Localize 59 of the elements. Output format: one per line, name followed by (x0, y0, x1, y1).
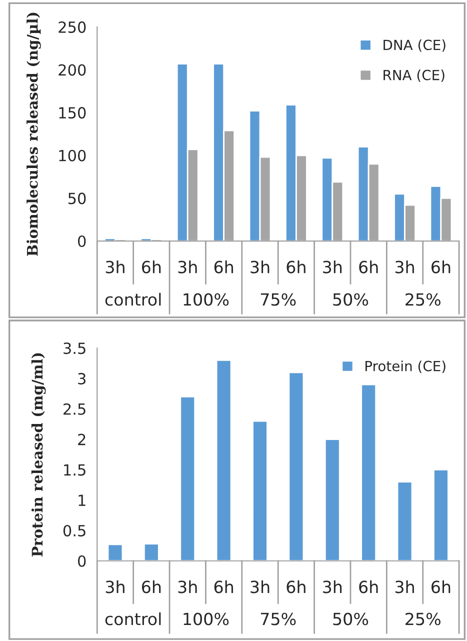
bar (324, 438, 340, 561)
y-axis-title: Biomolecules released (ng/µl) (26, 12, 41, 256)
x-tick-label: 3h (250, 580, 270, 594)
bar (396, 481, 413, 561)
y-tick-label: 150 (59, 107, 86, 119)
x-tick-label: 3h (250, 260, 270, 274)
y-axis-title: Protein released (mg/ml) (31, 353, 46, 556)
y-tick-label: 250 (58, 21, 86, 33)
y-tick-label: 100 (59, 150, 86, 162)
y-tick-label: 0 (78, 235, 86, 248)
y-tick-label: 2.5 (64, 403, 86, 415)
y-tick-label: 2 (78, 434, 86, 446)
bar (288, 372, 304, 561)
x-tick-label: 6h (214, 260, 233, 274)
text: control (105, 612, 161, 626)
x-tick-label: 6h (432, 580, 450, 594)
y-tick-label: 0.5 (63, 524, 86, 536)
bar (433, 468, 449, 561)
x-tick-label: 3h (106, 260, 124, 274)
y-tick-label: 3.5 (64, 342, 86, 354)
bar (143, 543, 160, 561)
x-tick-label: 3h (178, 260, 197, 274)
bar (360, 384, 377, 561)
x-tick-label: 6h (142, 580, 161, 594)
y-tick-label: 200 (58, 64, 86, 76)
x-tick-label: 3h (395, 580, 414, 594)
text: 50% (333, 293, 368, 306)
legend-label: DNA (CE) (384, 39, 446, 52)
x-tick-label: 3h (323, 260, 342, 274)
text: 50% (333, 612, 368, 626)
text: 25% (406, 612, 440, 626)
text: control (105, 292, 161, 306)
x-tick-label: 6h (286, 260, 306, 274)
x-tick-label: 6h (359, 580, 378, 594)
legend-label: Protein (CE) (366, 360, 446, 373)
y-tick-label: 1.5 (64, 464, 86, 476)
y-tick-label: 1 (78, 494, 86, 506)
y-tick-label: 3 (78, 372, 86, 384)
x-tick-label: 3h (178, 580, 197, 594)
y-tick-label: 0 (78, 555, 86, 567)
text: 100% (184, 612, 229, 626)
bar (107, 544, 124, 561)
x-tick-label: 6h (432, 260, 450, 274)
text: 100% (184, 293, 229, 306)
x-tick-label: 6h (142, 260, 161, 274)
bar (216, 360, 232, 561)
x-tick-label: 6h (359, 260, 378, 274)
legend-label: RNA (CE) (384, 70, 444, 82)
bar (252, 420, 268, 561)
x-tick-label: 6h (286, 580, 306, 594)
bar (180, 396, 196, 561)
text: 25% (406, 293, 440, 306)
x-tick-label: 3h (323, 580, 342, 594)
x-tick-label: 3h (106, 580, 124, 594)
x-tick-label: 6h (214, 580, 233, 594)
text: 75% (260, 293, 296, 306)
text: 75% (260, 612, 296, 626)
y-tick-label: 50 (68, 192, 86, 204)
x-tick-label: 3h (395, 260, 414, 274)
